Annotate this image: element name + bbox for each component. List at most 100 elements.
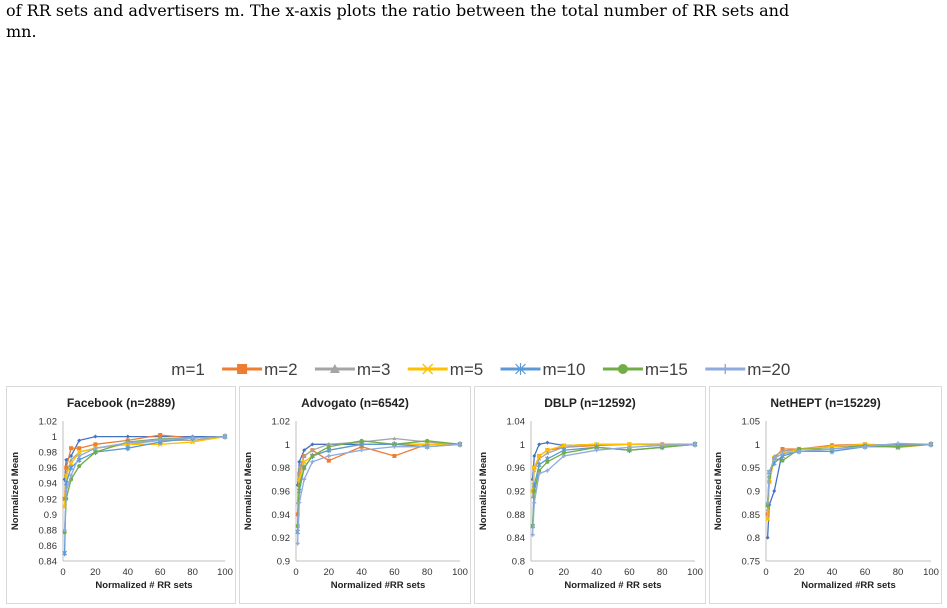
legend-marker-m-5 xyxy=(422,363,434,375)
data-point-m-1 xyxy=(765,535,770,540)
data-point-m-20 xyxy=(158,437,163,442)
data-point-m-1 xyxy=(545,440,550,445)
data-point-m-3 xyxy=(302,454,307,458)
legend-label-m-15: m=15 xyxy=(645,360,688,379)
y-tick-label: 1.04 xyxy=(507,417,526,428)
series-m-1 xyxy=(765,442,933,540)
x-tick-label: 0 xyxy=(60,567,65,578)
legend-marker-m-15 xyxy=(617,364,628,374)
data-point-m-20 xyxy=(64,489,69,493)
y-tick-label: 1 xyxy=(520,440,525,451)
y-tick-label: 0.84 xyxy=(507,533,526,544)
caption-line-2: mn. xyxy=(6,22,37,41)
data-point-m-20 xyxy=(69,473,74,478)
data-point-m-1 xyxy=(310,442,315,447)
data-point-m-20 xyxy=(125,440,130,445)
y-axis-label: Normalized Mean xyxy=(10,452,21,530)
x-tick-label: 20 xyxy=(559,567,570,578)
y-tick-label: 0.98 xyxy=(39,448,58,459)
chart-title: DBLP (n=12592) xyxy=(544,396,635,410)
data-point-m-5 xyxy=(301,459,307,465)
x-tick-label: 40 xyxy=(123,567,134,578)
chart-panel-facebook: Facebook (n=2889) 0.84 0.86 0.88 0.9 0.92 0.94… xyxy=(6,386,236,604)
data-point-m-1 xyxy=(772,489,777,493)
data-point-m-20 xyxy=(392,444,397,449)
data-point-m-20 xyxy=(530,532,535,537)
x-axis-label: Normalized #RR sets xyxy=(331,580,426,591)
series-line-m-10 xyxy=(63,435,226,554)
data-point-m-5 xyxy=(544,447,550,453)
data-point-m-20 xyxy=(767,470,772,475)
series-line-m-20 xyxy=(766,442,932,503)
x-tick-label: 20 xyxy=(90,567,101,578)
x-tick-label: 60 xyxy=(155,567,166,578)
y-axis-label: Normalized Mean xyxy=(478,452,489,530)
data-point-m-20 xyxy=(62,527,67,532)
data-point-m-15 xyxy=(561,451,566,456)
x-tick-label: 40 xyxy=(827,567,838,578)
series-line-m-5 xyxy=(63,435,226,507)
data-point-m-15 xyxy=(780,458,785,463)
y-tick-label: 0.94 xyxy=(39,479,58,490)
data-point-m-5 xyxy=(765,516,771,522)
data-point-m-2 xyxy=(780,447,785,451)
data-point-m-20 xyxy=(223,434,227,439)
data-point-m-20 xyxy=(772,456,777,461)
data-point-m-10 xyxy=(125,445,131,452)
data-point-m-20 xyxy=(627,445,632,450)
data-point-m-2 xyxy=(69,446,74,451)
chart-legend: m=1 m=2 m=3 m=5 m=10 m=15 m=20 xyxy=(171,360,790,379)
chart-panel-dblp: DBLP (n=12592) 0.8 0.84 0.88 0.92 0.96 1 1.04 0 2… xyxy=(474,386,706,604)
series-m-3 xyxy=(530,442,697,499)
data-point-m-20 xyxy=(561,454,566,458)
series-m-20 xyxy=(295,442,462,546)
y-tick-label: 0.85 xyxy=(742,510,761,521)
series-line-m-10 xyxy=(296,443,461,532)
data-point-m-1 xyxy=(537,442,542,447)
y-tick-label: 0.92 xyxy=(39,494,58,505)
legend-label-m-3: m=3 xyxy=(357,360,391,379)
series-m-20 xyxy=(530,442,697,537)
legend-label-m-20: m=20 xyxy=(747,360,790,379)
y-tick-label: 0.88 xyxy=(39,525,58,536)
data-point-m-20 xyxy=(896,441,900,446)
data-point-m-1 xyxy=(302,448,307,453)
x-tick-label: 0 xyxy=(528,567,533,578)
series-line-m-20 xyxy=(296,443,461,544)
data-point-m-20 xyxy=(425,444,430,449)
series-line-m-2 xyxy=(296,443,460,515)
data-point-m-20 xyxy=(830,447,834,451)
data-point-m-1 xyxy=(93,434,98,439)
y-tick-label: 0.94 xyxy=(272,510,291,521)
y-tick-label: 0.9 xyxy=(44,510,57,521)
x-tick-label: 20 xyxy=(794,567,805,578)
y-tick-label: 0.92 xyxy=(507,487,526,498)
y-tick-label: 0.96 xyxy=(507,463,526,474)
y-tick-label: 0.96 xyxy=(39,463,58,474)
chart-dblp: DBLP (n=12592) 0.8 0.84 0.88 0.92 0.96 1 1.04 0 2… xyxy=(478,396,703,591)
y-tick-label: 1.02 xyxy=(272,417,291,428)
legend-marker-m-10 xyxy=(515,363,526,375)
series-line-m-5 xyxy=(531,443,696,492)
x-tick-label: 0 xyxy=(763,567,768,578)
y-axis-label: Normalized Mean xyxy=(243,452,254,530)
data-point-m-20 xyxy=(780,451,785,456)
y-tick-label: 1 xyxy=(52,432,57,443)
data-point-m-10 xyxy=(536,461,542,468)
data-point-m-1 xyxy=(69,454,74,458)
x-tick-label: 40 xyxy=(356,567,367,578)
data-point-m-20 xyxy=(77,454,82,458)
y-axis-label: Normalized Mean xyxy=(713,452,724,530)
data-point-m-5 xyxy=(531,465,537,471)
data-point-m-20 xyxy=(93,446,98,451)
x-tick-label: 20 xyxy=(324,567,335,578)
x-tick-label: 60 xyxy=(860,567,871,578)
y-tick-label: 0.92 xyxy=(272,533,291,544)
series-m-15 xyxy=(295,438,462,528)
x-axis-label: Normalized # RR sets xyxy=(95,580,192,591)
y-tick-label: 0.75 xyxy=(742,557,761,568)
data-point-m-15 xyxy=(359,438,364,443)
data-point-m-20 xyxy=(693,442,697,447)
y-tick-label: 0.8 xyxy=(512,557,525,568)
data-point-m-20 xyxy=(458,442,462,447)
